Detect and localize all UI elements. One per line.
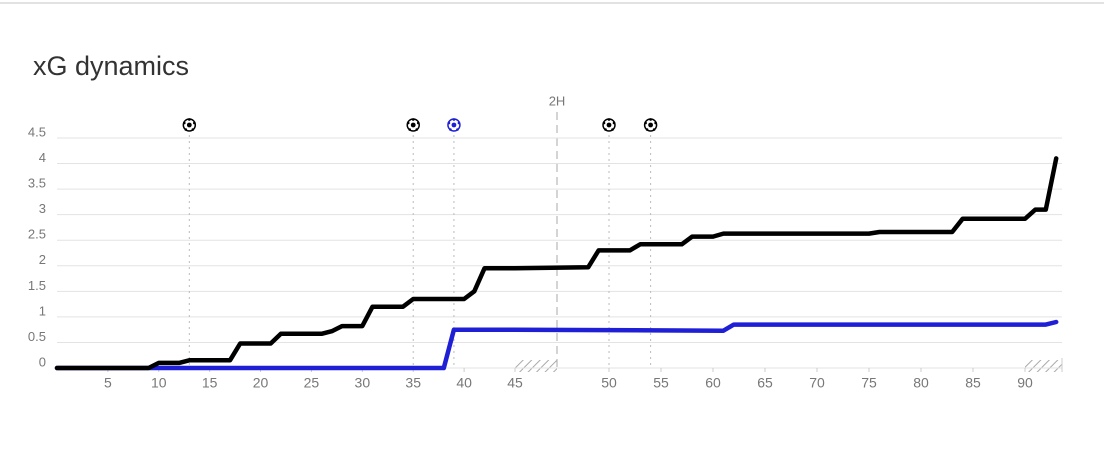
ball-patch [645,128,649,131]
ball-patch [606,122,612,128]
ball-patch [408,128,412,131]
ball-patch [410,122,416,128]
half-label: 2H [549,93,566,108]
ball-patch [406,121,410,125]
ball-patch [451,122,457,128]
ball-patch [604,128,607,131]
y-tick-label: 3.5 [28,176,46,191]
ball-patch [644,121,647,125]
goal-icon [643,118,658,132]
ball-patch [415,128,419,131]
ball-patch [183,121,186,125]
y-tick-label: 4.5 [28,124,46,139]
ball-patch [648,122,653,128]
x-tick-label: 45 [507,375,523,391]
ball-patch [649,118,652,121]
ball-patch [188,118,191,121]
ball-patch [612,121,616,125]
x-tick-label: 10 [151,375,167,391]
goal-icon [182,118,197,132]
x-tick-label: 75 [861,375,877,391]
x-tick-label: 60 [705,375,721,391]
chart-title: xG dynamics [33,51,189,81]
y-tick-label: 0.5 [28,329,46,344]
x-tick-label: 30 [355,375,371,391]
ball-patch [607,118,611,121]
y-tick-label: 2.5 [28,227,46,242]
goal-icon [447,118,461,132]
ball-patch [193,121,196,125]
y-tick-label: 3 [39,201,46,216]
x-tick-label: 55 [653,375,669,391]
x-tick-label: 25 [304,375,320,391]
y-tick-label: 1.5 [28,278,46,293]
x-tick-label: 70 [809,375,825,391]
y-tick-label: 4 [39,150,46,165]
ball-patch [447,121,451,125]
ball-patch [449,128,452,131]
xg-line [54,156,1059,371]
y-tick-label: 2 [39,252,46,267]
ball-patch [411,118,415,121]
xg-line [54,319,1059,371]
x-tick-label: 65 [757,375,773,391]
goal-icon [406,118,420,132]
x-tick-label: 85 [965,375,981,391]
ball-patch [654,121,657,125]
x-tick-label: 40 [456,375,472,391]
y-tick-label: 1 [39,303,46,318]
x-tick-label: 5 [104,375,112,391]
ball-patch [184,128,188,131]
ball-patch [457,121,461,125]
ball-patch [611,128,614,131]
stoppage-hatch [1025,360,1062,372]
stoppage-hatch [515,360,557,372]
ball-patch [456,128,459,131]
ball-patch [452,118,456,121]
x-tick-label: 20 [253,375,269,391]
ball-patch [186,122,192,128]
ball-patch [602,121,606,125]
x-tick-label: 35 [405,375,421,391]
x-tick-label: 90 [1017,375,1033,391]
goal-icon [602,118,616,132]
ball-patch [652,128,656,131]
ball-patch [191,128,195,131]
ball-patch [416,121,420,125]
x-tick-label: 50 [601,375,617,391]
x-tick-label: 80 [913,375,929,391]
y-tick-label: 0 [39,354,46,369]
x-tick-label: 15 [202,375,218,391]
